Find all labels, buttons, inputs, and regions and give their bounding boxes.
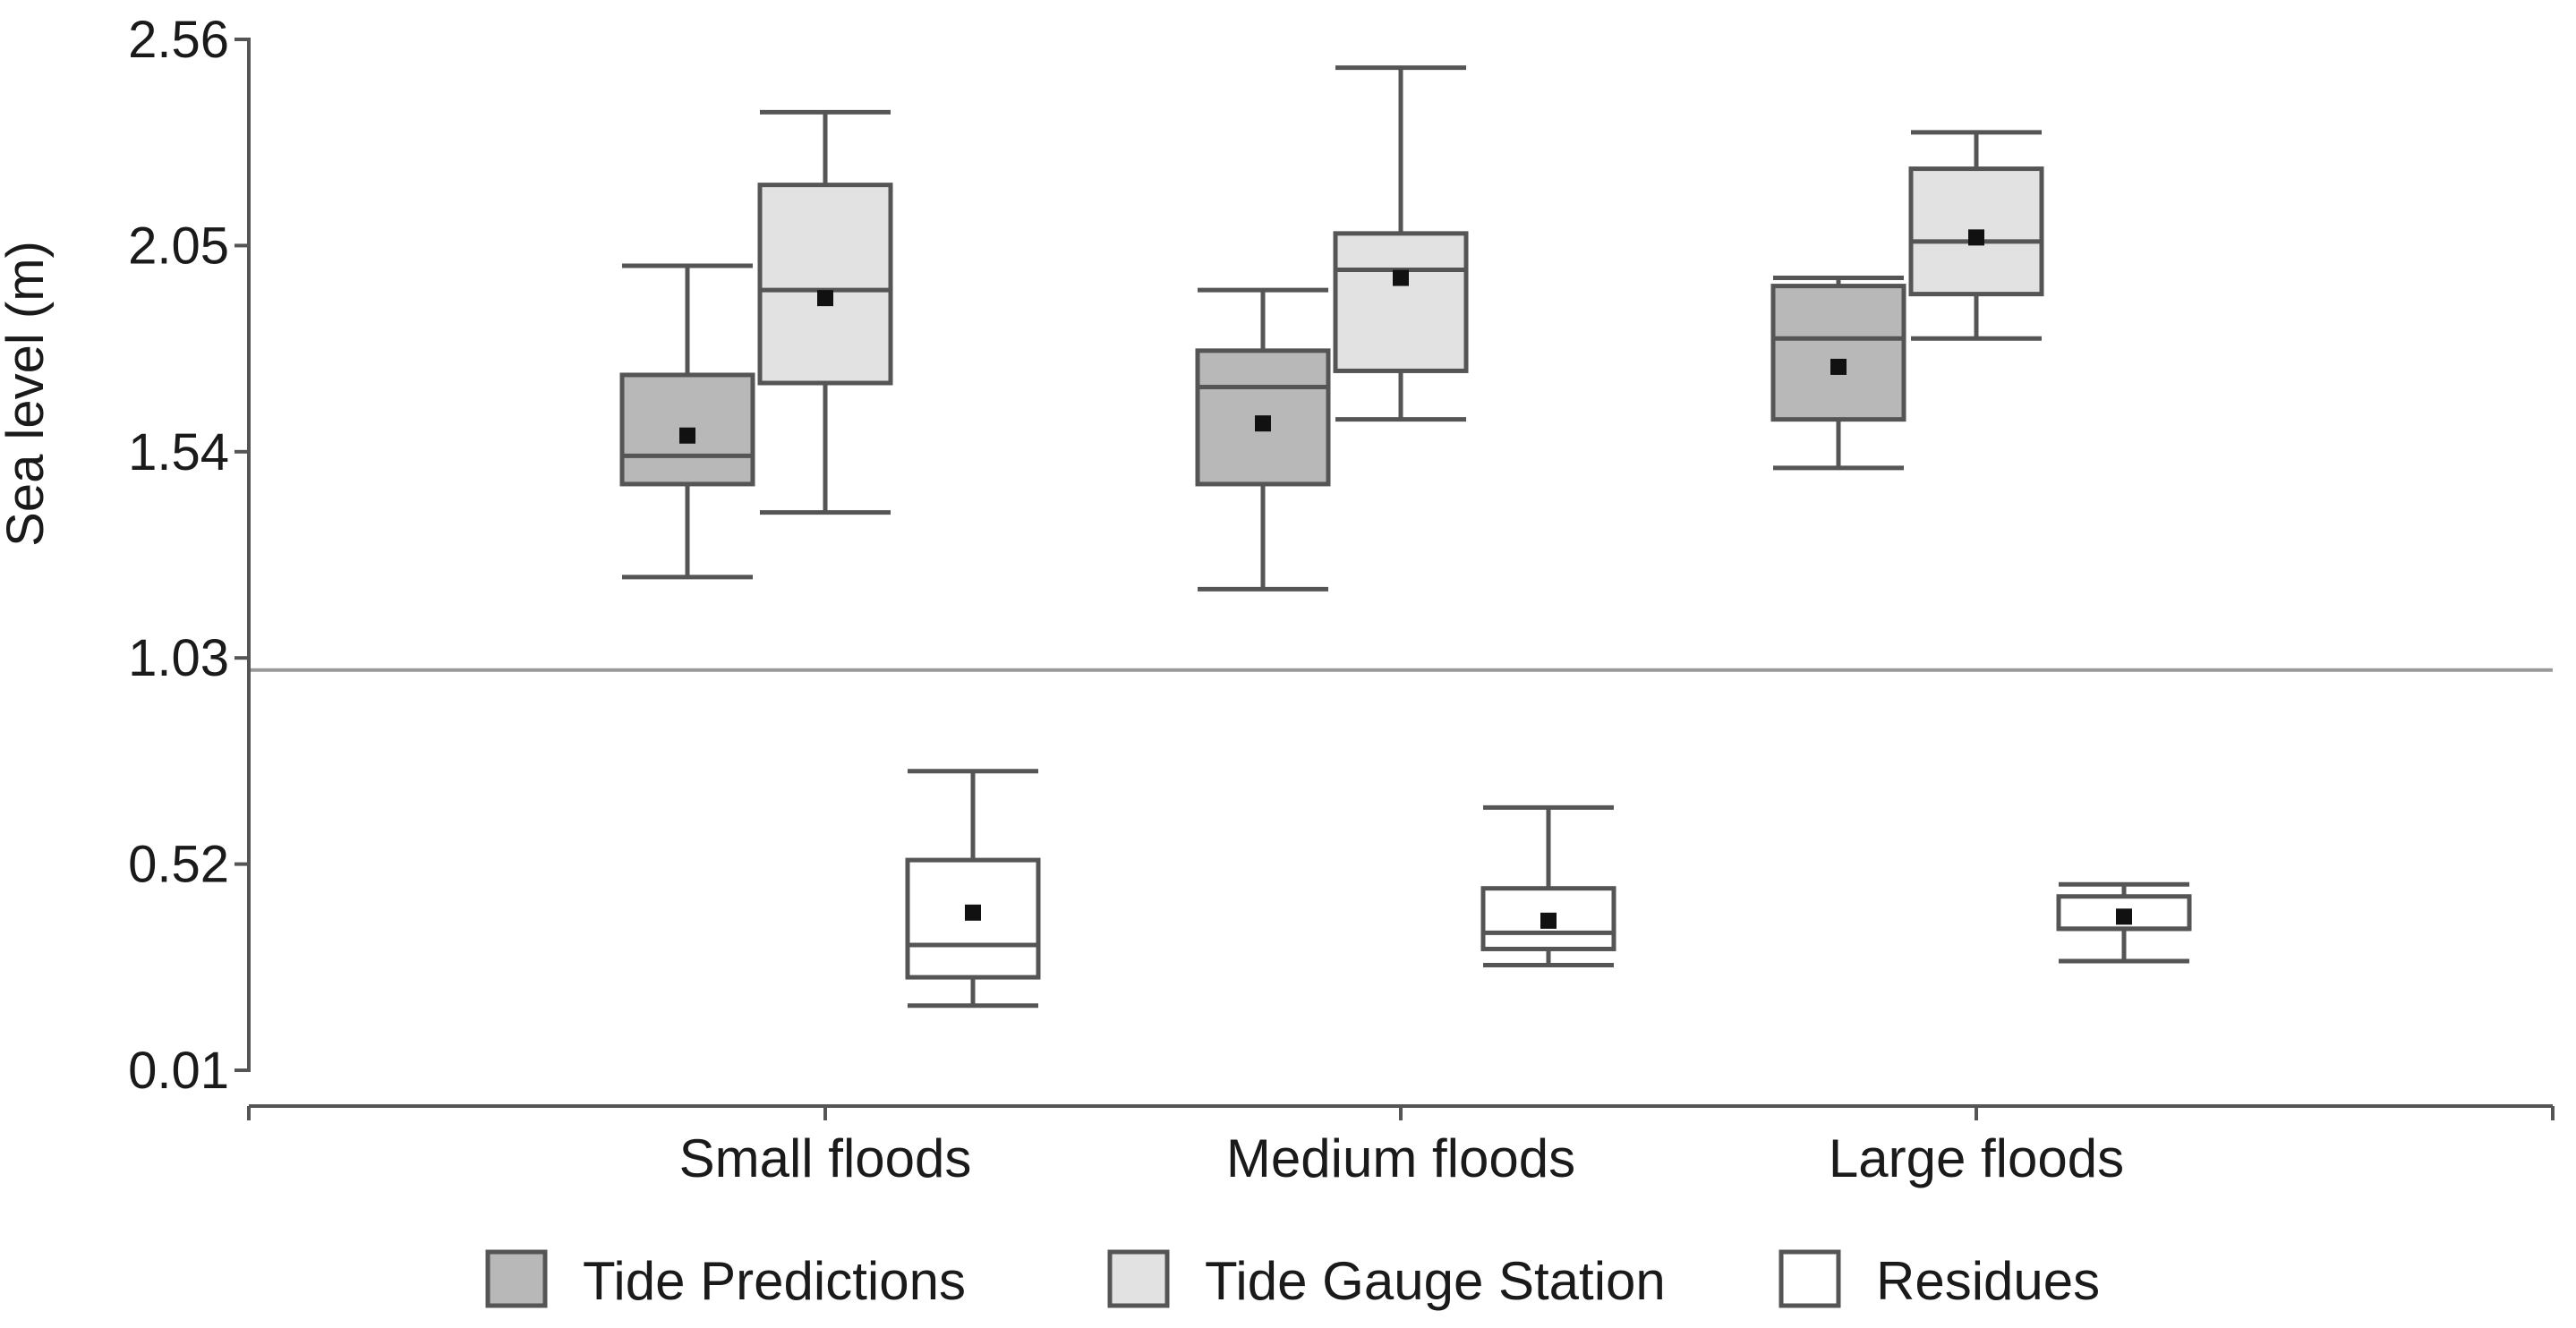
x-category-label: Large floods — [1829, 1128, 2124, 1188]
box-iqr — [905, 857, 1041, 980]
box-2-2 — [2056, 881, 2192, 964]
y-tick-label: 2.05 — [128, 217, 229, 275]
box-iqr — [1333, 231, 1469, 373]
mean-marker — [965, 904, 981, 921]
box-1-0 — [757, 109, 893, 515]
box-iqr — [1908, 166, 2044, 297]
legend-item: Tide Gauge Station — [1107, 1249, 1666, 1311]
box-2-0 — [905, 769, 1041, 1009]
legend-swatch — [1778, 1249, 1841, 1308]
box-1-1 — [1333, 65, 1469, 422]
y-axis: 2.56 2.05 1.54 1.03 0.52 0.01 — [128, 11, 251, 1100]
legend-item: Tide Predictions — [485, 1249, 966, 1311]
x-axis: Small floods Medium floods Large floods — [247, 1104, 2555, 1188]
legend: Tide Predictions Tide Gauge Station Residu… — [485, 1249, 2100, 1311]
mean-marker — [2116, 908, 2132, 925]
mean-marker — [1393, 269, 1409, 286]
box-2-1 — [1480, 804, 1616, 968]
box-1-2 — [1908, 130, 2044, 341]
y-tick-label: 0.52 — [128, 836, 229, 894]
x-category-label: Medium floods — [1226, 1128, 1575, 1188]
legend-label: Residues — [1876, 1251, 2100, 1311]
mean-marker — [1830, 358, 1847, 375]
boxes-layer — [619, 65, 2192, 1009]
y-axis-title: Sea level (m) — [0, 241, 55, 547]
y-tick-label: 1.54 — [128, 423, 229, 481]
mean-marker — [679, 427, 695, 444]
y-tick-label: 0.01 — [128, 1042, 229, 1100]
legend-label: Tide Gauge Station — [1205, 1251, 1666, 1311]
mean-marker — [1968, 229, 1984, 246]
legend-swatch — [1107, 1249, 1170, 1308]
box-0-2 — [1770, 276, 1906, 471]
y-tick-label: 1.03 — [128, 629, 229, 687]
box-iqr — [1770, 284, 1906, 422]
mean-marker — [817, 290, 833, 307]
mean-marker — [1255, 415, 1271, 432]
box-0-0 — [619, 263, 755, 580]
x-category-label: Small floods — [679, 1128, 972, 1188]
y-tick-label: 2.56 — [128, 11, 229, 69]
box-iqr — [757, 183, 893, 386]
legend-swatch — [485, 1249, 548, 1308]
legend-label: Tide Predictions — [583, 1251, 966, 1311]
legend-item: Residues — [1778, 1249, 2100, 1311]
mean-marker — [1540, 912, 1557, 929]
box-0-1 — [1195, 287, 1331, 592]
